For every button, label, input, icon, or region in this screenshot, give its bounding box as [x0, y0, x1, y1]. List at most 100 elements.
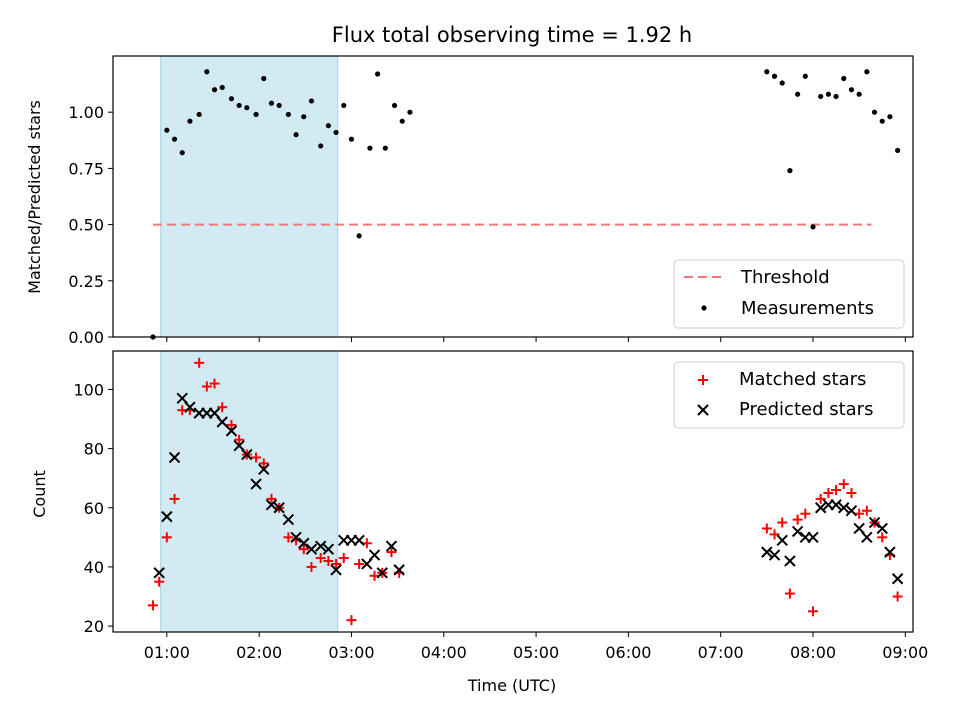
measurement-point	[341, 102, 347, 109]
measurement-point	[268, 100, 275, 106]
matched-point	[386, 547, 397, 558]
predicted-point	[216, 416, 228, 428]
measurement-point	[833, 93, 839, 100]
predicted-point	[830, 499, 842, 511]
x-tick-label: 02:00	[236, 643, 282, 662]
predicted-point	[184, 401, 196, 413]
measurement-point	[308, 98, 315, 104]
matched-point	[258, 458, 269, 469]
matched-point	[298, 544, 309, 555]
predicted-point	[290, 531, 302, 544]
ratio-legend: Threshold Measurements	[673, 259, 905, 329]
predicted-point	[258, 463, 270, 476]
predicted-point	[314, 540, 327, 552]
ratio-y-tick-label: 0.00	[68, 328, 104, 347]
measurement-point	[348, 136, 355, 142]
matched-point	[769, 529, 780, 540]
matched-point	[234, 434, 245, 445]
predicted-point	[393, 564, 405, 576]
predicted-point	[153, 567, 165, 579]
measurement-point	[771, 73, 778, 79]
measurement-point	[204, 69, 210, 75]
matched-point	[148, 600, 158, 611]
matched-point	[315, 553, 326, 564]
matched-point	[161, 532, 172, 543]
measurement-point	[179, 150, 185, 156]
predicted-point	[784, 555, 796, 567]
measurement-point	[285, 111, 291, 118]
matched-point	[877, 532, 888, 543]
measurement-point	[164, 127, 170, 133]
measurement-point	[764, 69, 770, 75]
count-y-axis-label: Count	[30, 470, 49, 518]
matched-point	[846, 487, 857, 498]
count-y-tick-label: 20	[84, 617, 104, 636]
measurement-point	[787, 168, 793, 174]
count-observing-window	[160, 351, 338, 632]
measurement-point	[219, 84, 225, 91]
predicted-point	[768, 549, 781, 561]
predicted-point	[161, 510, 173, 523]
predicted-point	[282, 513, 295, 526]
measurement-point	[211, 87, 218, 93]
predicted-point	[298, 537, 310, 549]
measurement-point	[399, 118, 405, 124]
predicted-point	[168, 451, 181, 464]
legend-plus-marker	[698, 375, 708, 385]
predicted-point	[807, 531, 819, 544]
measurement-point	[171, 136, 178, 142]
measurement-point	[244, 105, 250, 111]
matched-point	[306, 561, 317, 572]
measurement-point	[879, 118, 885, 124]
measurement-point	[276, 102, 282, 109]
measurement-point	[301, 114, 307, 120]
measurement-point	[802, 73, 808, 79]
measurement-point	[375, 71, 381, 77]
measurement-point	[407, 109, 413, 115]
predicted-point	[273, 502, 285, 514]
predicted-point	[814, 502, 827, 514]
count-legend-box	[673, 361, 905, 429]
count-y-tick-label: 60	[84, 499, 104, 518]
legend-matched-label: Matched stars	[739, 369, 866, 390]
measurement-point	[887, 114, 893, 120]
matched-point	[823, 487, 834, 498]
measurement-point	[356, 233, 362, 239]
measurement-point	[391, 102, 398, 109]
measurement-point	[261, 75, 267, 82]
x-tick-label: 01:00	[144, 643, 190, 662]
ratio-observing-window	[160, 56, 338, 337]
matched-point	[323, 556, 334, 567]
measurement-point	[864, 69, 870, 75]
predicted-point	[838, 502, 850, 514]
predicted-point	[876, 522, 888, 535]
x-tick-label: 09:00	[882, 643, 928, 662]
matched-point	[346, 615, 357, 626]
x-axis-label: Time (UTC)	[467, 676, 556, 695]
measurement-point	[187, 118, 193, 124]
matched-point	[777, 517, 788, 528]
matched-point	[226, 419, 237, 430]
matched-point	[251, 452, 262, 463]
predicted-point	[353, 534, 365, 547]
matched-point	[194, 357, 205, 368]
predicted-point	[776, 534, 788, 547]
count-y-tick-label: 40	[84, 558, 104, 577]
x-tick-label: 08:00	[790, 643, 836, 662]
predicted-point	[376, 567, 388, 579]
predicted-point	[330, 564, 342, 576]
matched-point	[283, 532, 294, 543]
legend-measurements-label: Measurements	[741, 298, 874, 319]
count-y-tick-label: 100	[73, 380, 104, 399]
x-tick-label: 05:00	[513, 643, 559, 662]
matched-point	[838, 479, 849, 490]
measurement-point	[382, 145, 388, 151]
predicted-point	[891, 573, 904, 585]
ratio-panel: Flux total observing time = 1.92 h Match…	[25, 23, 914, 347]
legend-predicted-swatch	[697, 404, 709, 416]
predicted-point	[265, 499, 278, 511]
legend-x-marker	[697, 404, 709, 416]
matched-point	[338, 553, 349, 564]
ratio-plot-frame	[112, 55, 914, 338]
